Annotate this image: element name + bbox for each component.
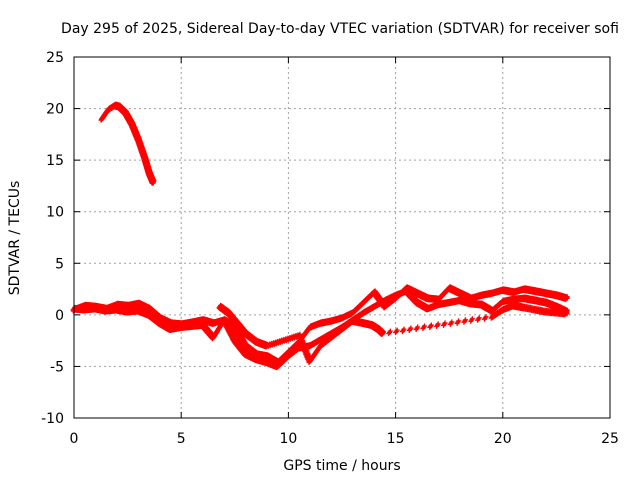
series-track-baseline-a [70, 284, 570, 367]
chart-title: Day 295 of 2025, Sidereal Day-to-day VTE… [61, 21, 619, 37]
data-point [564, 295, 570, 301]
series-track-baseline-b [70, 287, 570, 371]
series-arc-early-high [98, 101, 157, 186]
grid-lines [74, 57, 610, 418]
data-points [70, 101, 570, 371]
data-point [150, 180, 156, 186]
